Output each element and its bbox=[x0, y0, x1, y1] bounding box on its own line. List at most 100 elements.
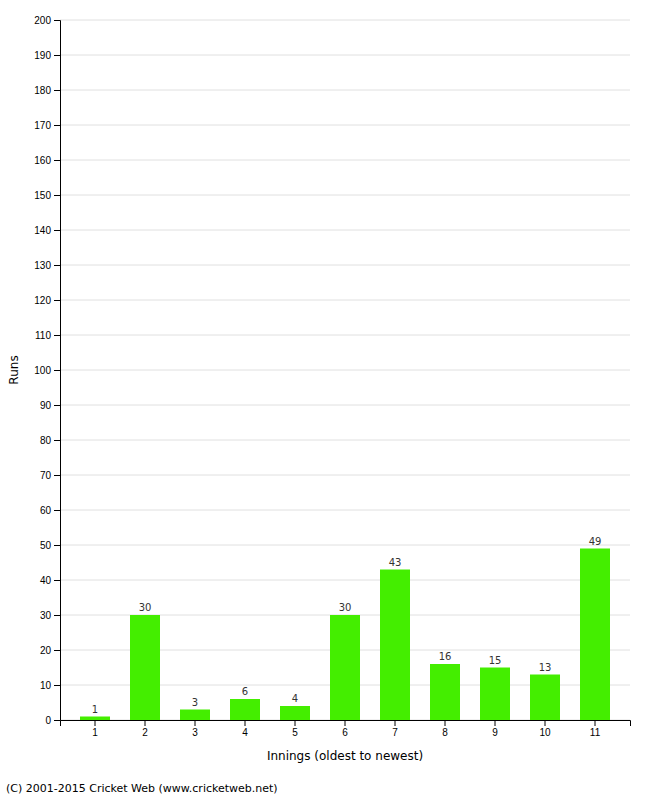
data-label: 4 bbox=[292, 693, 298, 704]
bar bbox=[130, 615, 160, 720]
grid bbox=[60, 20, 630, 720]
tick-mark bbox=[54, 440, 60, 441]
tick: 130 bbox=[34, 260, 60, 271]
tick: 7 bbox=[392, 720, 398, 738]
tick-label: 4 bbox=[242, 727, 248, 738]
grid-line bbox=[60, 580, 630, 581]
tick-mark bbox=[54, 300, 60, 301]
bar bbox=[480, 668, 510, 721]
tick-mark bbox=[145, 720, 146, 726]
tick-mark bbox=[54, 370, 60, 371]
grid-line bbox=[60, 475, 630, 476]
tick-label: 100 bbox=[34, 365, 51, 376]
tick: 4 bbox=[242, 720, 248, 738]
data-label: 13 bbox=[539, 662, 552, 673]
tick: 50 bbox=[40, 540, 60, 551]
tick-mark bbox=[545, 720, 546, 726]
tick-mark bbox=[54, 545, 60, 546]
data-label: 30 bbox=[139, 602, 152, 613]
tick-label: 200 bbox=[34, 15, 51, 26]
tick-label: 50 bbox=[40, 540, 52, 551]
tick-mark bbox=[54, 90, 60, 91]
tick: 170 bbox=[34, 120, 60, 131]
tick-label: 6 bbox=[342, 727, 348, 738]
data-label: 30 bbox=[339, 602, 352, 613]
tick: 190 bbox=[34, 50, 60, 61]
tick-label: 180 bbox=[34, 85, 51, 96]
tick: 0 bbox=[45, 715, 60, 726]
grid-line bbox=[60, 440, 630, 441]
tick: 11 bbox=[590, 720, 601, 738]
grid-line bbox=[60, 195, 630, 196]
tick: 5 bbox=[292, 720, 298, 738]
bar bbox=[580, 549, 610, 721]
grid-line bbox=[60, 545, 630, 546]
tick-label: 90 bbox=[40, 400, 52, 411]
tick-mark bbox=[54, 615, 60, 616]
grid-line bbox=[60, 335, 630, 336]
tick: 140 bbox=[34, 225, 60, 236]
data-label: 16 bbox=[439, 651, 452, 662]
tick-mark bbox=[54, 580, 60, 581]
data-label: 6 bbox=[242, 686, 248, 697]
tick: 120 bbox=[34, 295, 60, 306]
tick: 30 bbox=[40, 610, 60, 621]
grid-line bbox=[60, 510, 630, 511]
y-axis-title: Runs bbox=[7, 355, 21, 384]
tick-label: 10 bbox=[40, 680, 52, 691]
tick-label: 8 bbox=[442, 727, 448, 738]
bar bbox=[330, 615, 360, 720]
tick-label: 30 bbox=[40, 610, 52, 621]
bar bbox=[180, 710, 210, 721]
data-label: 3 bbox=[192, 697, 198, 708]
tick-mark bbox=[54, 195, 60, 196]
tick-mark bbox=[595, 720, 596, 726]
footer: (C) 2001-2015 Cricket Web (www.cricketwe… bbox=[6, 782, 278, 795]
tick-mark bbox=[345, 720, 346, 726]
tick-mark bbox=[495, 720, 496, 726]
tick: 160 bbox=[34, 155, 60, 166]
tick-label: 160 bbox=[34, 155, 51, 166]
grid-line bbox=[60, 90, 630, 91]
tick: 1 bbox=[92, 720, 98, 738]
tick-label: 170 bbox=[34, 120, 51, 131]
bar bbox=[430, 664, 460, 720]
tick-label: 3 bbox=[192, 727, 198, 738]
data-label: 1 bbox=[92, 704, 98, 715]
tick-label: 20 bbox=[40, 645, 52, 656]
grid-line bbox=[60, 125, 630, 126]
tick: 100 bbox=[34, 365, 60, 376]
tick: 150 bbox=[34, 190, 60, 201]
grid-line bbox=[60, 20, 630, 21]
tick-mark bbox=[295, 720, 296, 726]
tick-mark bbox=[54, 475, 60, 476]
tick-mark bbox=[54, 685, 60, 686]
tick-label: 9 bbox=[492, 727, 498, 738]
tick-label: 80 bbox=[40, 435, 52, 446]
tick: 40 bbox=[40, 575, 60, 586]
bar bbox=[230, 699, 260, 720]
tick: 90 bbox=[40, 400, 60, 411]
axis-line bbox=[61, 721, 631, 727]
bar bbox=[80, 717, 110, 721]
data-labels: 130364304316151349 bbox=[92, 536, 602, 715]
tick: 6 bbox=[342, 720, 348, 738]
tick-mark bbox=[54, 650, 60, 651]
tick-label: 1 bbox=[92, 727, 98, 738]
tick-label: 130 bbox=[34, 260, 51, 271]
tick-mark bbox=[54, 230, 60, 231]
grid-line bbox=[60, 370, 630, 371]
bar bbox=[530, 675, 560, 721]
tick-mark bbox=[54, 720, 60, 721]
tick-mark bbox=[54, 55, 60, 56]
plot: 1303643043161513491234567891011010203040… bbox=[34, 15, 630, 738]
tick-mark bbox=[395, 720, 396, 726]
data-label: 15 bbox=[489, 655, 502, 666]
tick: 70 bbox=[40, 470, 60, 481]
grid-line bbox=[60, 230, 630, 231]
tick: 9 bbox=[492, 720, 498, 738]
tick: 8 bbox=[442, 720, 448, 738]
tick: 2 bbox=[142, 720, 148, 738]
tick-label: 11 bbox=[590, 727, 601, 738]
tick: 10 bbox=[539, 720, 551, 738]
